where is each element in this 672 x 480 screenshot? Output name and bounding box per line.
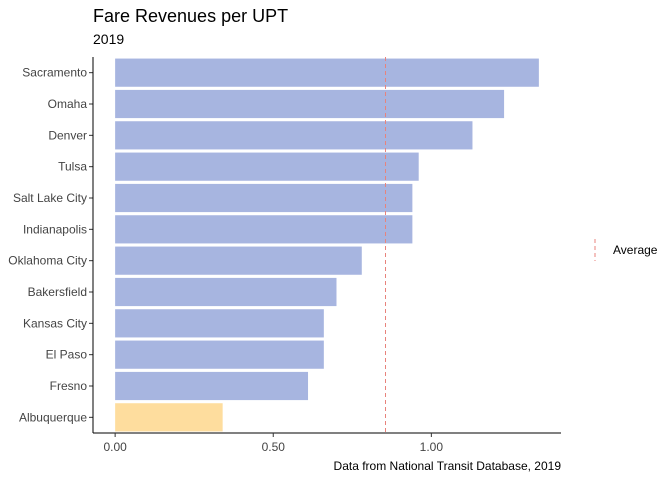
y-tick-label: Tulsa (58, 160, 87, 174)
y-tick-label: Kansas City (23, 316, 87, 330)
chart-subtitle: 2019 (93, 31, 125, 47)
y-tick-label: El Paso (46, 348, 88, 362)
y-tick-label: Fresno (50, 379, 88, 393)
y-tick-label: Bakersfield (28, 285, 87, 299)
bar-tulsa (115, 152, 419, 181)
legend-label-average: Average (613, 243, 658, 257)
bar-salt-lake-city (115, 183, 413, 213)
x-tick-label: 1.00 (420, 440, 444, 454)
y-tick-label: Omaha (48, 97, 88, 111)
y-tick-label: Oklahoma City (8, 254, 87, 268)
bar-el-paso (115, 340, 324, 369)
y-tick-label: Salt Lake City (13, 191, 87, 205)
bar-bakersfield (115, 277, 337, 307)
legend: Average (594, 239, 658, 261)
y-tick-label: Indianapolis (23, 222, 87, 236)
bar-albuquerque (115, 403, 223, 432)
chart-title: Fare Revenues per UPT (93, 6, 289, 26)
bar-omaha (115, 89, 505, 119)
bar-kansas-city (115, 309, 324, 338)
bar-denver (115, 121, 473, 150)
bar-sacramento (115, 58, 539, 87)
y-tick-label: Denver (48, 128, 87, 142)
chart-caption: Data from National Transit Database, 201… (333, 459, 561, 473)
bar-fresno (115, 371, 309, 401)
x-tick-label: 0.50 (262, 440, 286, 454)
bar-indianapolis (115, 215, 413, 244)
bar-oklahoma-city (115, 246, 362, 275)
y-tick-label: Albuquerque (19, 410, 87, 424)
x-tick-label: 0.00 (103, 440, 127, 454)
y-tick-label: Sacramento (22, 66, 87, 80)
